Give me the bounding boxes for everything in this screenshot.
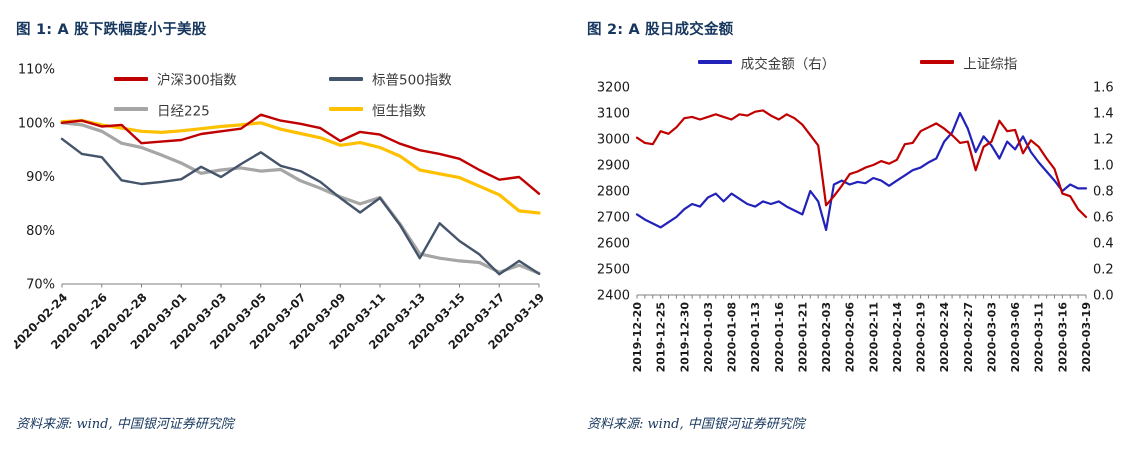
legend-item-volume: 成交金额（右） (697, 52, 836, 73)
x-tick-label: 2020-03-03 (985, 302, 998, 372)
series-line-2 (60, 121, 541, 275)
y-left-tick-label: 3100 (597, 107, 630, 122)
figure2-panel: 图 2: A 股日成交金额 成交金额（右） 上证综指 3200 3100 3000 2… (585, 12, 1130, 442)
x-tick-label: 2020-02-24 (938, 302, 951, 373)
figure2-title: 图 2: A 股日成交金额 (587, 22, 734, 38)
y-left-tick-label: 2700 (597, 211, 630, 226)
y-right-tick-label: 0.0 (1093, 289, 1114, 304)
legend-item-hangseng: 恒生指数 (329, 99, 452, 119)
figure1-title: 图 1: A 股下跌幅度小于美股 (16, 22, 207, 38)
y-left-tick-label: 3200 (597, 81, 630, 96)
y-right-tick-label: 1.2 (1093, 133, 1114, 148)
x-tick-label: 2020-01-08 (726, 302, 739, 372)
series-line-1 (60, 137, 541, 276)
x-tick-label: 2020-01-21 (796, 302, 809, 372)
y-right-tick-label: 1.0 (1093, 159, 1114, 174)
x-tick-label: 2020-03-11 (1033, 302, 1046, 372)
legend-label-sse: 上证综指 (963, 56, 1018, 73)
x-tick-label: 2020-01-16 (773, 302, 786, 373)
x-tick-label: 2020-03-06 (1009, 302, 1022, 373)
y-left-tick-label: 70% (26, 278, 55, 293)
legend-item-csi300: 沪深300指数 (114, 68, 329, 89)
csi300-line-swatch (114, 76, 148, 81)
figure2-source: 资料来源: wind, 中国银河证券研究院 (587, 417, 805, 432)
y-left-tick-label: 2500 (597, 263, 630, 278)
x-tick-label: 2020-02-06 (844, 302, 857, 373)
x-tick-label: 2020-03-19 (1080, 302, 1093, 372)
x-tick-label: 2020-01-13 (749, 302, 762, 372)
x-tick-label: 2020-01-03 (702, 302, 715, 372)
x-tick-label: 2019-12-30 (678, 302, 691, 373)
series-line-3 (60, 118, 541, 215)
figure1-panel: 图 1: A 股下跌幅度小于美股 沪深300指数 标普500指数 日经225 恒… (14, 12, 549, 442)
sp500-line-swatch (329, 76, 363, 81)
y-left-tick-label: 2900 (597, 159, 630, 174)
y-left-tick-label: 100% (18, 116, 55, 131)
x-tick-label: 2019-12-20 (631, 302, 644, 373)
y-right-tick-label: 0.2 (1093, 263, 1114, 278)
figure1-source: 资料来源: wind, 中国银河证券研究院 (16, 417, 234, 432)
nikkei225-line-swatch (114, 107, 148, 111)
y-left-tick-label: 2600 (597, 237, 630, 252)
y-left-tick-label: 110% (18, 63, 55, 78)
series-line-0 (635, 111, 1088, 232)
sse-line-swatch (920, 60, 955, 65)
x-tick-label: 2020-03-16 (1056, 302, 1069, 373)
x-tick-label: 2020-02-03 (820, 302, 833, 372)
x-tick-label: 2020-02-19 (915, 302, 928, 372)
figure1-legend: 沪深300指数 标普500指数 日经225 恒生指数 (114, 68, 452, 119)
legend-item-sp500: 标普500指数 (329, 68, 452, 89)
x-tick-label: 2020-02-27 (962, 302, 975, 372)
y-left-tick-label: 90% (26, 170, 55, 185)
y-right-tick-label: 0.4 (1093, 237, 1114, 252)
legend-label-sp500: 标普500指数 (372, 72, 452, 89)
y-left-tick-label: 2400 (597, 289, 630, 304)
y-right-tick-label: 1.6 (1093, 81, 1114, 96)
x-tick-label: 2020-02-14 (891, 302, 904, 373)
legend-label-volume: 成交金额（右） (740, 56, 836, 73)
legend-item-sse: 上证综指 (920, 52, 1018, 73)
figure2-legend: 成交金额（右） 上证综指 (585, 51, 1130, 73)
legend-item-nikkei225: 日经225 (114, 99, 329, 119)
series-line-0 (60, 113, 541, 195)
x-tick-label: 2020-02-11 (867, 302, 880, 372)
x-tick-label: 2019-12-25 (655, 302, 668, 372)
volume-line-swatch (697, 60, 732, 65)
series-line-1 (635, 109, 1088, 219)
y-left-tick-label: 2800 (597, 185, 630, 200)
y-left-tick-label: 80% (26, 224, 55, 239)
legend-label-csi300: 沪深300指数 (157, 72, 237, 89)
figure2-line-chart: 3200 3100 3000 2900 2800 2700 2600 2500 2400 1.6 1… (597, 81, 1114, 373)
legend-label-hangseng: 恒生指数 (372, 103, 426, 119)
y-right-tick-label: 0.8 (1093, 185, 1114, 200)
figure1-line-chart: 110%100%90%80%70%2020-02-242020-02-26202… (14, 63, 547, 353)
hangseng-line-swatch (329, 107, 363, 111)
y-right-tick-label: 0.6 (1093, 211, 1114, 226)
y-left-tick-label: 3000 (597, 133, 630, 148)
legend-label-nikkei225: 日经225 (157, 103, 210, 119)
y-right-tick-label: 1.4 (1093, 107, 1114, 122)
